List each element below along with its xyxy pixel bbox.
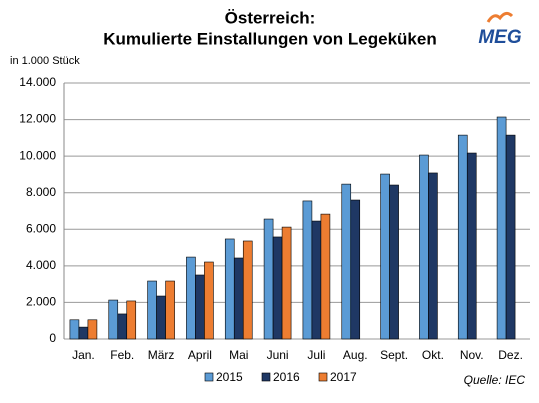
y-tick-label: 0 (49, 331, 56, 345)
y-tick-label: 10.000 (19, 148, 56, 162)
bar (496, 116, 507, 340)
bar (419, 154, 429, 340)
x-tick-label: Jan. (72, 348, 95, 362)
x-tick-label: Aug. (343, 348, 368, 362)
bar (147, 280, 157, 340)
x-tick-label: März (148, 348, 175, 362)
y-tick-label: 14.000 (19, 75, 56, 89)
y-tick-label: 8.000 (26, 185, 56, 199)
bar (389, 184, 399, 340)
source: Quelle: IEC (464, 373, 526, 387)
bar (242, 240, 253, 340)
legend-label: 2016 (273, 370, 300, 384)
x-tick-label: Dez. (498, 348, 523, 362)
x-tick-label: Okt. (422, 348, 444, 362)
y-tick-label: 4.000 (26, 258, 56, 272)
bar (341, 183, 352, 340)
legend-label: 2015 (216, 370, 243, 384)
bar (272, 236, 283, 340)
bar (108, 299, 119, 340)
bar (117, 313, 128, 340)
bar (126, 300, 137, 340)
bar (505, 134, 516, 340)
bar (466, 152, 477, 340)
bar (428, 172, 438, 340)
logo: MEG (478, 27, 522, 48)
legend-swatch (204, 372, 214, 382)
bar (350, 199, 361, 340)
bar (204, 261, 214, 340)
bar (380, 173, 390, 340)
bar (320, 213, 331, 340)
x-tick-label: April (188, 348, 212, 362)
x-tick-label: Feb. (110, 348, 134, 362)
legend-label: 2017 (330, 370, 357, 384)
bar (186, 256, 196, 340)
y-axis-label: in 1.000 Stück (10, 55, 80, 67)
bar (69, 319, 80, 340)
y-tick-label: 12.000 (19, 112, 56, 126)
legend-swatch (318, 372, 328, 382)
legend-swatch (261, 372, 271, 382)
x-tick-label: Juli (307, 348, 325, 362)
bar (87, 319, 98, 340)
y-tick-label: 2.000 (26, 295, 56, 309)
bar (311, 220, 322, 340)
x-tick-label: Mai (229, 348, 248, 362)
bar (78, 326, 89, 340)
bar (156, 295, 166, 340)
bar (281, 226, 292, 340)
chart-subtitle: Kumulierte Einstallungen von Legeküken (103, 29, 436, 48)
x-tick-label: Juni (267, 348, 289, 362)
bar (233, 257, 244, 340)
x-tick-label: Sept. (380, 348, 408, 362)
bar (302, 200, 313, 340)
bar (195, 274, 205, 340)
x-tick-label: Nov. (460, 348, 484, 362)
bar (224, 238, 235, 340)
y-tick-label: 6.000 (26, 221, 56, 235)
bar (457, 134, 468, 340)
logo-flame (486, 11, 514, 23)
bar (263, 218, 274, 340)
chart-title: Österreich: (225, 8, 316, 27)
bar (165, 280, 175, 340)
